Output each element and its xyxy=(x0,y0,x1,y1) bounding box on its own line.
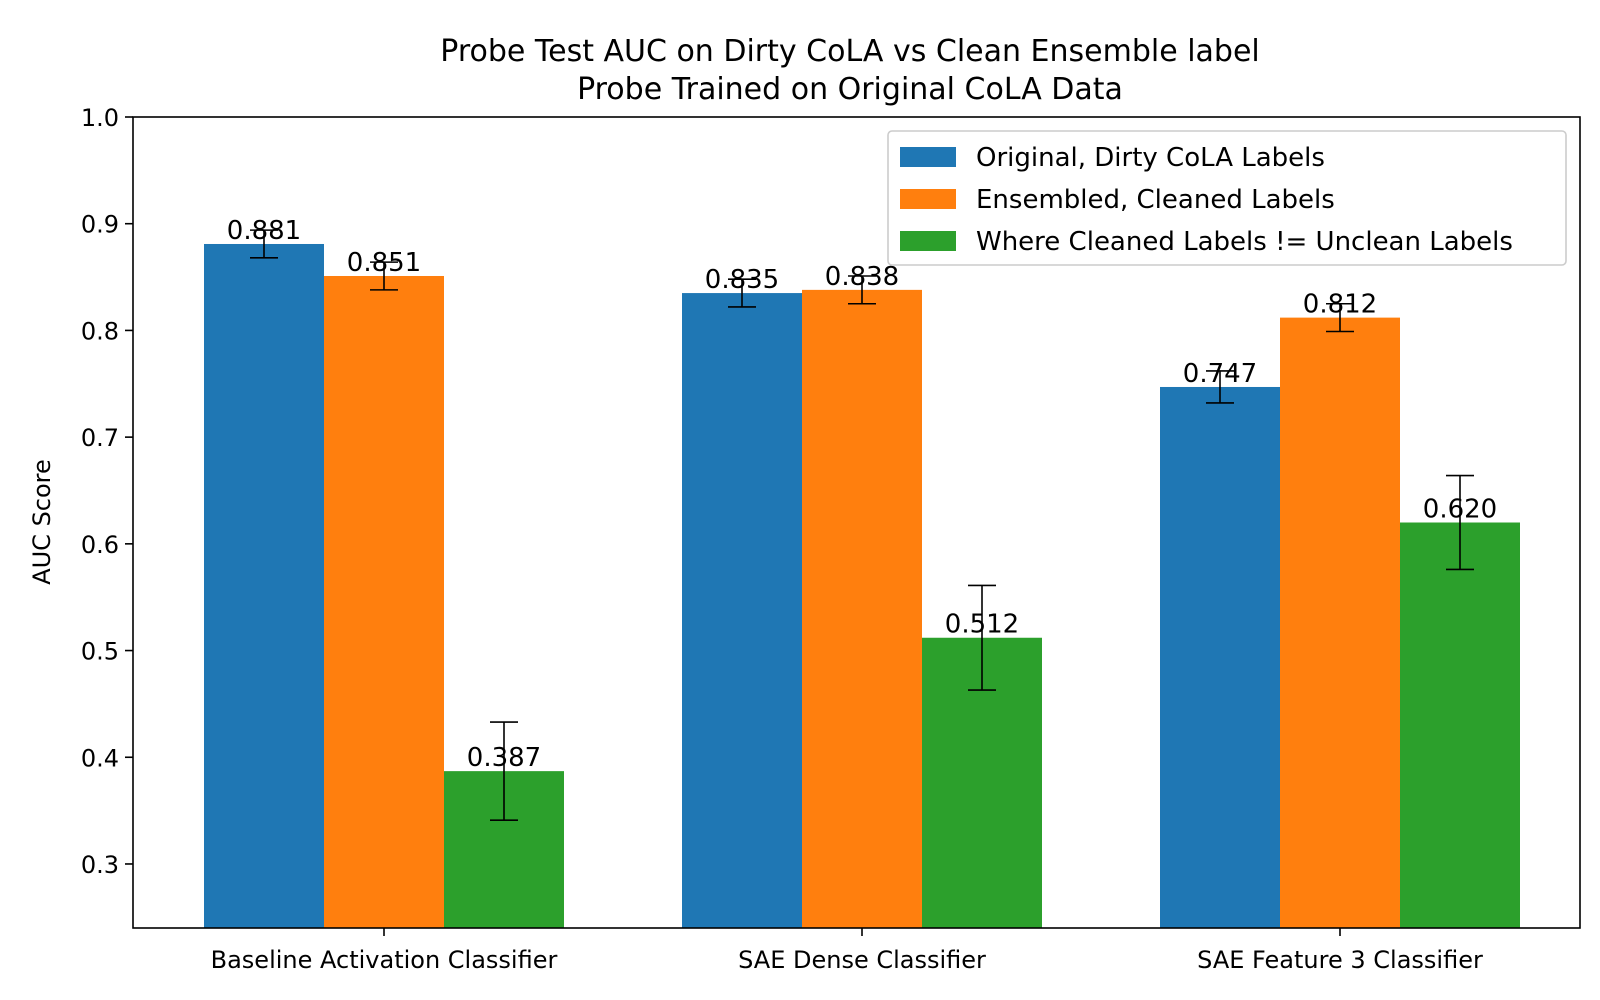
bar-value-label: 0.851 xyxy=(347,248,421,278)
y-axis: 0.3 0.4 0.5 0.6 0.7 0.8 0.9 1.0 xyxy=(81,104,133,879)
bar xyxy=(204,243,324,928)
plot-frame xyxy=(132,116,1581,929)
bar xyxy=(802,289,922,928)
legend-label: Ensembled, Cleaned Labels xyxy=(976,185,1335,215)
legend: Original, Dirty CoLA Labels Ensembled, Cl… xyxy=(887,130,1567,266)
bar-value-label: 0.747 xyxy=(1183,359,1257,389)
data-labels-layer: 0.881 0.851 0.387 0.835 0.838 0.512 0.747 0.812… xyxy=(227,216,1497,773)
y-tick-label: 0.6 xyxy=(81,531,119,559)
legend-label: Original, Dirty CoLA Labels xyxy=(976,143,1325,173)
chart-title-line-1: Probe Test AUC on Dirty CoLA vs Clean En… xyxy=(440,34,1260,69)
bar-value-label: 0.387 xyxy=(467,743,541,773)
bar xyxy=(1160,386,1280,928)
legend-swatch xyxy=(900,231,956,251)
chart-title: Probe Test AUC on Dirty CoLA vs Clean En… xyxy=(440,34,1260,107)
chart-title-line-2: Probe Trained on Original CoLA Data xyxy=(577,72,1123,107)
bar-value-label: 0.620 xyxy=(1423,495,1497,525)
bar-value-label: 0.881 xyxy=(227,216,301,246)
bar-value-label: 0.835 xyxy=(705,265,779,295)
bar xyxy=(1400,522,1520,928)
legend-box xyxy=(887,130,1567,266)
error-bars-layer xyxy=(250,229,1474,822)
y-tick-label: 0.8 xyxy=(81,317,119,345)
y-tick-label: 0.5 xyxy=(81,638,119,666)
x-tick-label: SAE Feature 3 Classifier xyxy=(1197,946,1483,974)
bar-value-label: 0.838 xyxy=(825,262,899,292)
bar-value-label: 0.812 xyxy=(1303,290,1377,320)
y-axis-label: AUC Score xyxy=(28,459,56,585)
y-tick-label: 1.0 xyxy=(81,104,119,132)
x-axis: Baseline Activation Classifier SAE Dense … xyxy=(211,928,1483,974)
legend-label: Where Cleaned Labels != Unclean Labels xyxy=(976,227,1513,257)
x-tick-label: SAE Dense Classifier xyxy=(738,946,986,974)
bars-layer xyxy=(204,243,1520,929)
bar xyxy=(324,275,444,929)
y-tick-label: 0.7 xyxy=(81,424,119,452)
bar xyxy=(1280,317,1400,928)
bar-value-label: 0.512 xyxy=(945,610,1019,640)
y-tick-label: 0.4 xyxy=(81,744,119,772)
bar xyxy=(682,293,802,928)
legend-swatch xyxy=(900,189,956,209)
legend-swatch xyxy=(900,147,956,167)
y-tick-label: 0.3 xyxy=(81,851,119,879)
y-tick-label: 0.9 xyxy=(81,211,119,239)
x-tick-label: Baseline Activation Classifier xyxy=(211,946,558,974)
